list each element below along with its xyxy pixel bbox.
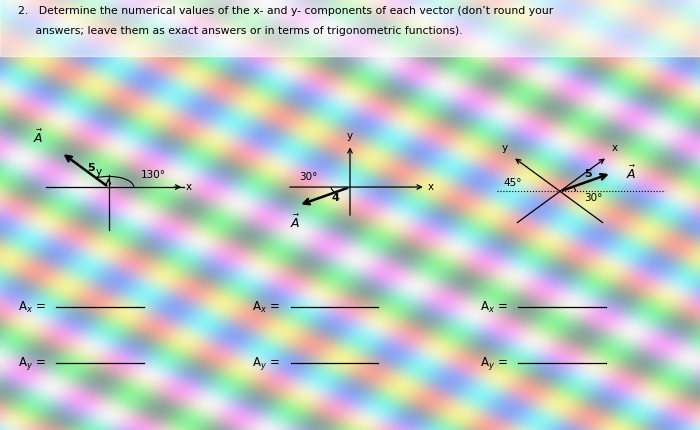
Text: A$_y$ =: A$_y$ = (252, 355, 281, 372)
Text: y: y (95, 167, 101, 177)
Text: A$_y$ =: A$_y$ = (480, 355, 508, 372)
Text: $\vec{A}$: $\vec{A}$ (34, 129, 44, 146)
Text: x: x (186, 182, 193, 192)
Text: A$_x$ =: A$_x$ = (18, 300, 46, 315)
Text: 4: 4 (332, 193, 340, 203)
Text: y: y (502, 144, 508, 154)
Text: A$_x$ =: A$_x$ = (480, 300, 508, 315)
Text: y: y (347, 131, 353, 141)
Text: 2.   Determine the numerical values of the x- and y- components of each vector (: 2. Determine the numerical values of the… (18, 6, 553, 16)
Text: $\vec{A}$: $\vec{A}$ (626, 164, 636, 182)
Text: 5: 5 (87, 163, 94, 173)
Text: 30°: 30° (584, 194, 603, 203)
Text: $\vec{A}$: $\vec{A}$ (290, 214, 300, 231)
Text: 5: 5 (584, 169, 592, 178)
Text: 30°: 30° (299, 172, 317, 182)
Text: x: x (612, 144, 618, 154)
Text: answers; leave them as exact answers or in terms of trigonometric functions).: answers; leave them as exact answers or … (18, 26, 462, 36)
Text: A$_x$ =: A$_x$ = (252, 300, 281, 315)
Bar (0, 0, 700, 56)
Text: A$_y$ =: A$_y$ = (18, 355, 46, 372)
Text: 130°: 130° (141, 170, 167, 180)
Text: x: x (428, 182, 434, 192)
Text: 45°: 45° (503, 178, 522, 188)
